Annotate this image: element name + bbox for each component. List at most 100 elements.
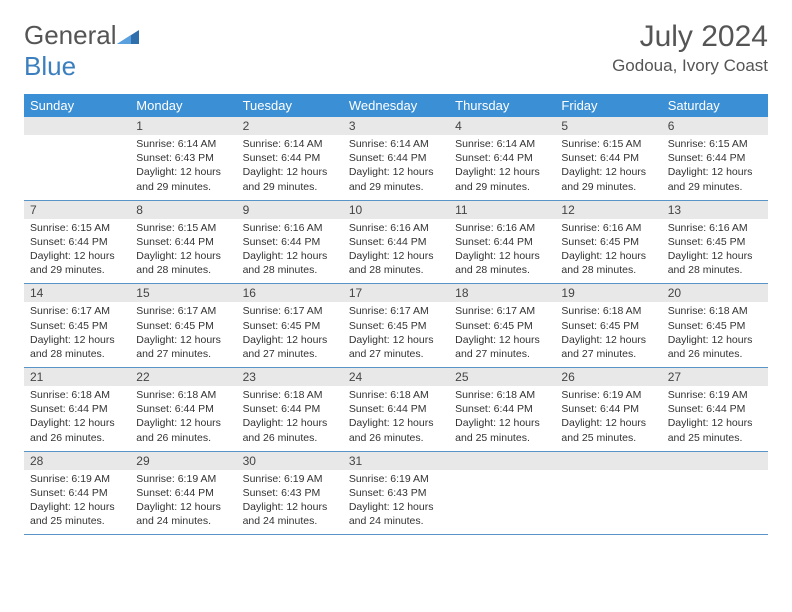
month-title: July 2024 bbox=[612, 20, 768, 54]
daynum-row: 78910111213 bbox=[24, 201, 768, 219]
day-label-thu: Thursday bbox=[449, 94, 555, 117]
content-row: Sunrise: 6:15 AM Sunset: 6:44 PM Dayligh… bbox=[24, 219, 768, 284]
weeks-container: 123456Sunrise: 6:14 AM Sunset: 6:43 PM D… bbox=[24, 117, 768, 535]
day-number: 3 bbox=[343, 117, 449, 135]
location-label: Godoua, Ivory Coast bbox=[612, 56, 768, 76]
day-number: 12 bbox=[555, 201, 661, 219]
day-cell: Sunrise: 6:17 AM Sunset: 6:45 PM Dayligh… bbox=[130, 302, 236, 367]
day-cell: Sunrise: 6:18 AM Sunset: 6:44 PM Dayligh… bbox=[237, 386, 343, 451]
day-cell: Sunrise: 6:19 AM Sunset: 6:44 PM Dayligh… bbox=[24, 470, 130, 535]
logo-text-general: General bbox=[24, 20, 117, 50]
day-number: 6 bbox=[662, 117, 768, 135]
content-row: Sunrise: 6:19 AM Sunset: 6:44 PM Dayligh… bbox=[24, 470, 768, 535]
content-row: Sunrise: 6:17 AM Sunset: 6:45 PM Dayligh… bbox=[24, 302, 768, 367]
day-number: 16 bbox=[237, 284, 343, 302]
day-number: 18 bbox=[449, 284, 555, 302]
logo-text: GeneralBlue bbox=[24, 20, 139, 82]
day-number: 19 bbox=[555, 284, 661, 302]
daynum-row: 14151617181920 bbox=[24, 284, 768, 302]
day-cell: Sunrise: 6:18 AM Sunset: 6:44 PM Dayligh… bbox=[130, 386, 236, 451]
day-cell: Sunrise: 6:17 AM Sunset: 6:45 PM Dayligh… bbox=[343, 302, 449, 367]
day-number: 14 bbox=[24, 284, 130, 302]
day-number: 10 bbox=[343, 201, 449, 219]
day-cell: Sunrise: 6:14 AM Sunset: 6:44 PM Dayligh… bbox=[237, 135, 343, 200]
day-number: 8 bbox=[130, 201, 236, 219]
day-number: 26 bbox=[555, 368, 661, 386]
day-cell: Sunrise: 6:19 AM Sunset: 6:44 PM Dayligh… bbox=[130, 470, 236, 535]
week-block: 78910111213Sunrise: 6:15 AM Sunset: 6:44… bbox=[24, 201, 768, 285]
day-cell: Sunrise: 6:18 AM Sunset: 6:44 PM Dayligh… bbox=[449, 386, 555, 451]
day-number: 23 bbox=[237, 368, 343, 386]
day-cell: Sunrise: 6:14 AM Sunset: 6:43 PM Dayligh… bbox=[130, 135, 236, 200]
day-cell: Sunrise: 6:18 AM Sunset: 6:44 PM Dayligh… bbox=[24, 386, 130, 451]
day-cell: Sunrise: 6:16 AM Sunset: 6:45 PM Dayligh… bbox=[662, 219, 768, 284]
day-cell: Sunrise: 6:19 AM Sunset: 6:44 PM Dayligh… bbox=[555, 386, 661, 451]
day-cell bbox=[24, 135, 130, 200]
day-number: 11 bbox=[449, 201, 555, 219]
day-number bbox=[24, 117, 130, 135]
day-cell bbox=[555, 470, 661, 535]
day-number: 24 bbox=[343, 368, 449, 386]
daynum-row: 28293031 bbox=[24, 452, 768, 470]
daynum-row: 21222324252627 bbox=[24, 368, 768, 386]
week-block: 21222324252627Sunrise: 6:18 AM Sunset: 6… bbox=[24, 368, 768, 452]
title-block: July 2024 Godoua, Ivory Coast bbox=[612, 20, 768, 76]
day-cell: Sunrise: 6:17 AM Sunset: 6:45 PM Dayligh… bbox=[24, 302, 130, 367]
day-label-mon: Monday bbox=[130, 94, 236, 117]
day-number: 17 bbox=[343, 284, 449, 302]
day-number bbox=[449, 452, 555, 470]
day-number: 29 bbox=[130, 452, 236, 470]
day-cell: Sunrise: 6:14 AM Sunset: 6:44 PM Dayligh… bbox=[449, 135, 555, 200]
daynum-row: 123456 bbox=[24, 117, 768, 135]
day-number: 15 bbox=[130, 284, 236, 302]
day-cell: Sunrise: 6:18 AM Sunset: 6:45 PM Dayligh… bbox=[662, 302, 768, 367]
day-number bbox=[555, 452, 661, 470]
day-cell: Sunrise: 6:15 AM Sunset: 6:44 PM Dayligh… bbox=[24, 219, 130, 284]
day-cell: Sunrise: 6:19 AM Sunset: 6:43 PM Dayligh… bbox=[237, 470, 343, 535]
day-cell: Sunrise: 6:15 AM Sunset: 6:44 PM Dayligh… bbox=[130, 219, 236, 284]
page-header: GeneralBlue July 2024 Godoua, Ivory Coas… bbox=[24, 20, 768, 82]
content-row: Sunrise: 6:14 AM Sunset: 6:43 PM Dayligh… bbox=[24, 135, 768, 200]
day-cell: Sunrise: 6:18 AM Sunset: 6:45 PM Dayligh… bbox=[555, 302, 661, 367]
day-cell bbox=[449, 470, 555, 535]
day-number: 31 bbox=[343, 452, 449, 470]
content-row: Sunrise: 6:18 AM Sunset: 6:44 PM Dayligh… bbox=[24, 386, 768, 451]
day-number: 21 bbox=[24, 368, 130, 386]
day-label-wed: Wednesday bbox=[343, 94, 449, 117]
logo-triangle-icon bbox=[117, 20, 139, 51]
day-cell: Sunrise: 6:16 AM Sunset: 6:44 PM Dayligh… bbox=[237, 219, 343, 284]
logo: GeneralBlue bbox=[24, 20, 139, 82]
day-number: 28 bbox=[24, 452, 130, 470]
day-number: 30 bbox=[237, 452, 343, 470]
day-number: 5 bbox=[555, 117, 661, 135]
week-block: 123456Sunrise: 6:14 AM Sunset: 6:43 PM D… bbox=[24, 117, 768, 201]
week-block: 14151617181920Sunrise: 6:17 AM Sunset: 6… bbox=[24, 284, 768, 368]
day-label-sun: Sunday bbox=[24, 94, 130, 117]
day-number: 27 bbox=[662, 368, 768, 386]
day-cell: Sunrise: 6:14 AM Sunset: 6:44 PM Dayligh… bbox=[343, 135, 449, 200]
day-cell bbox=[662, 470, 768, 535]
day-number: 9 bbox=[237, 201, 343, 219]
day-cell: Sunrise: 6:18 AM Sunset: 6:44 PM Dayligh… bbox=[343, 386, 449, 451]
logo-text-blue: Blue bbox=[24, 51, 76, 81]
day-cell: Sunrise: 6:16 AM Sunset: 6:44 PM Dayligh… bbox=[343, 219, 449, 284]
day-number: 1 bbox=[130, 117, 236, 135]
day-cell: Sunrise: 6:19 AM Sunset: 6:43 PM Dayligh… bbox=[343, 470, 449, 535]
day-cell: Sunrise: 6:19 AM Sunset: 6:44 PM Dayligh… bbox=[662, 386, 768, 451]
calendar: Sunday Monday Tuesday Wednesday Thursday… bbox=[24, 94, 768, 535]
day-label-sat: Saturday bbox=[662, 94, 768, 117]
day-label-tue: Tuesday bbox=[237, 94, 343, 117]
day-cell: Sunrise: 6:15 AM Sunset: 6:44 PM Dayligh… bbox=[555, 135, 661, 200]
day-number: 2 bbox=[237, 117, 343, 135]
week-block: 28293031Sunrise: 6:19 AM Sunset: 6:44 PM… bbox=[24, 452, 768, 536]
day-number: 20 bbox=[662, 284, 768, 302]
day-cell: Sunrise: 6:16 AM Sunset: 6:45 PM Dayligh… bbox=[555, 219, 661, 284]
day-number: 25 bbox=[449, 368, 555, 386]
day-cell: Sunrise: 6:17 AM Sunset: 6:45 PM Dayligh… bbox=[449, 302, 555, 367]
day-cell: Sunrise: 6:16 AM Sunset: 6:44 PM Dayligh… bbox=[449, 219, 555, 284]
day-number: 7 bbox=[24, 201, 130, 219]
day-cell: Sunrise: 6:15 AM Sunset: 6:44 PM Dayligh… bbox=[662, 135, 768, 200]
day-cell: Sunrise: 6:17 AM Sunset: 6:45 PM Dayligh… bbox=[237, 302, 343, 367]
day-number: 22 bbox=[130, 368, 236, 386]
day-number: 4 bbox=[449, 117, 555, 135]
